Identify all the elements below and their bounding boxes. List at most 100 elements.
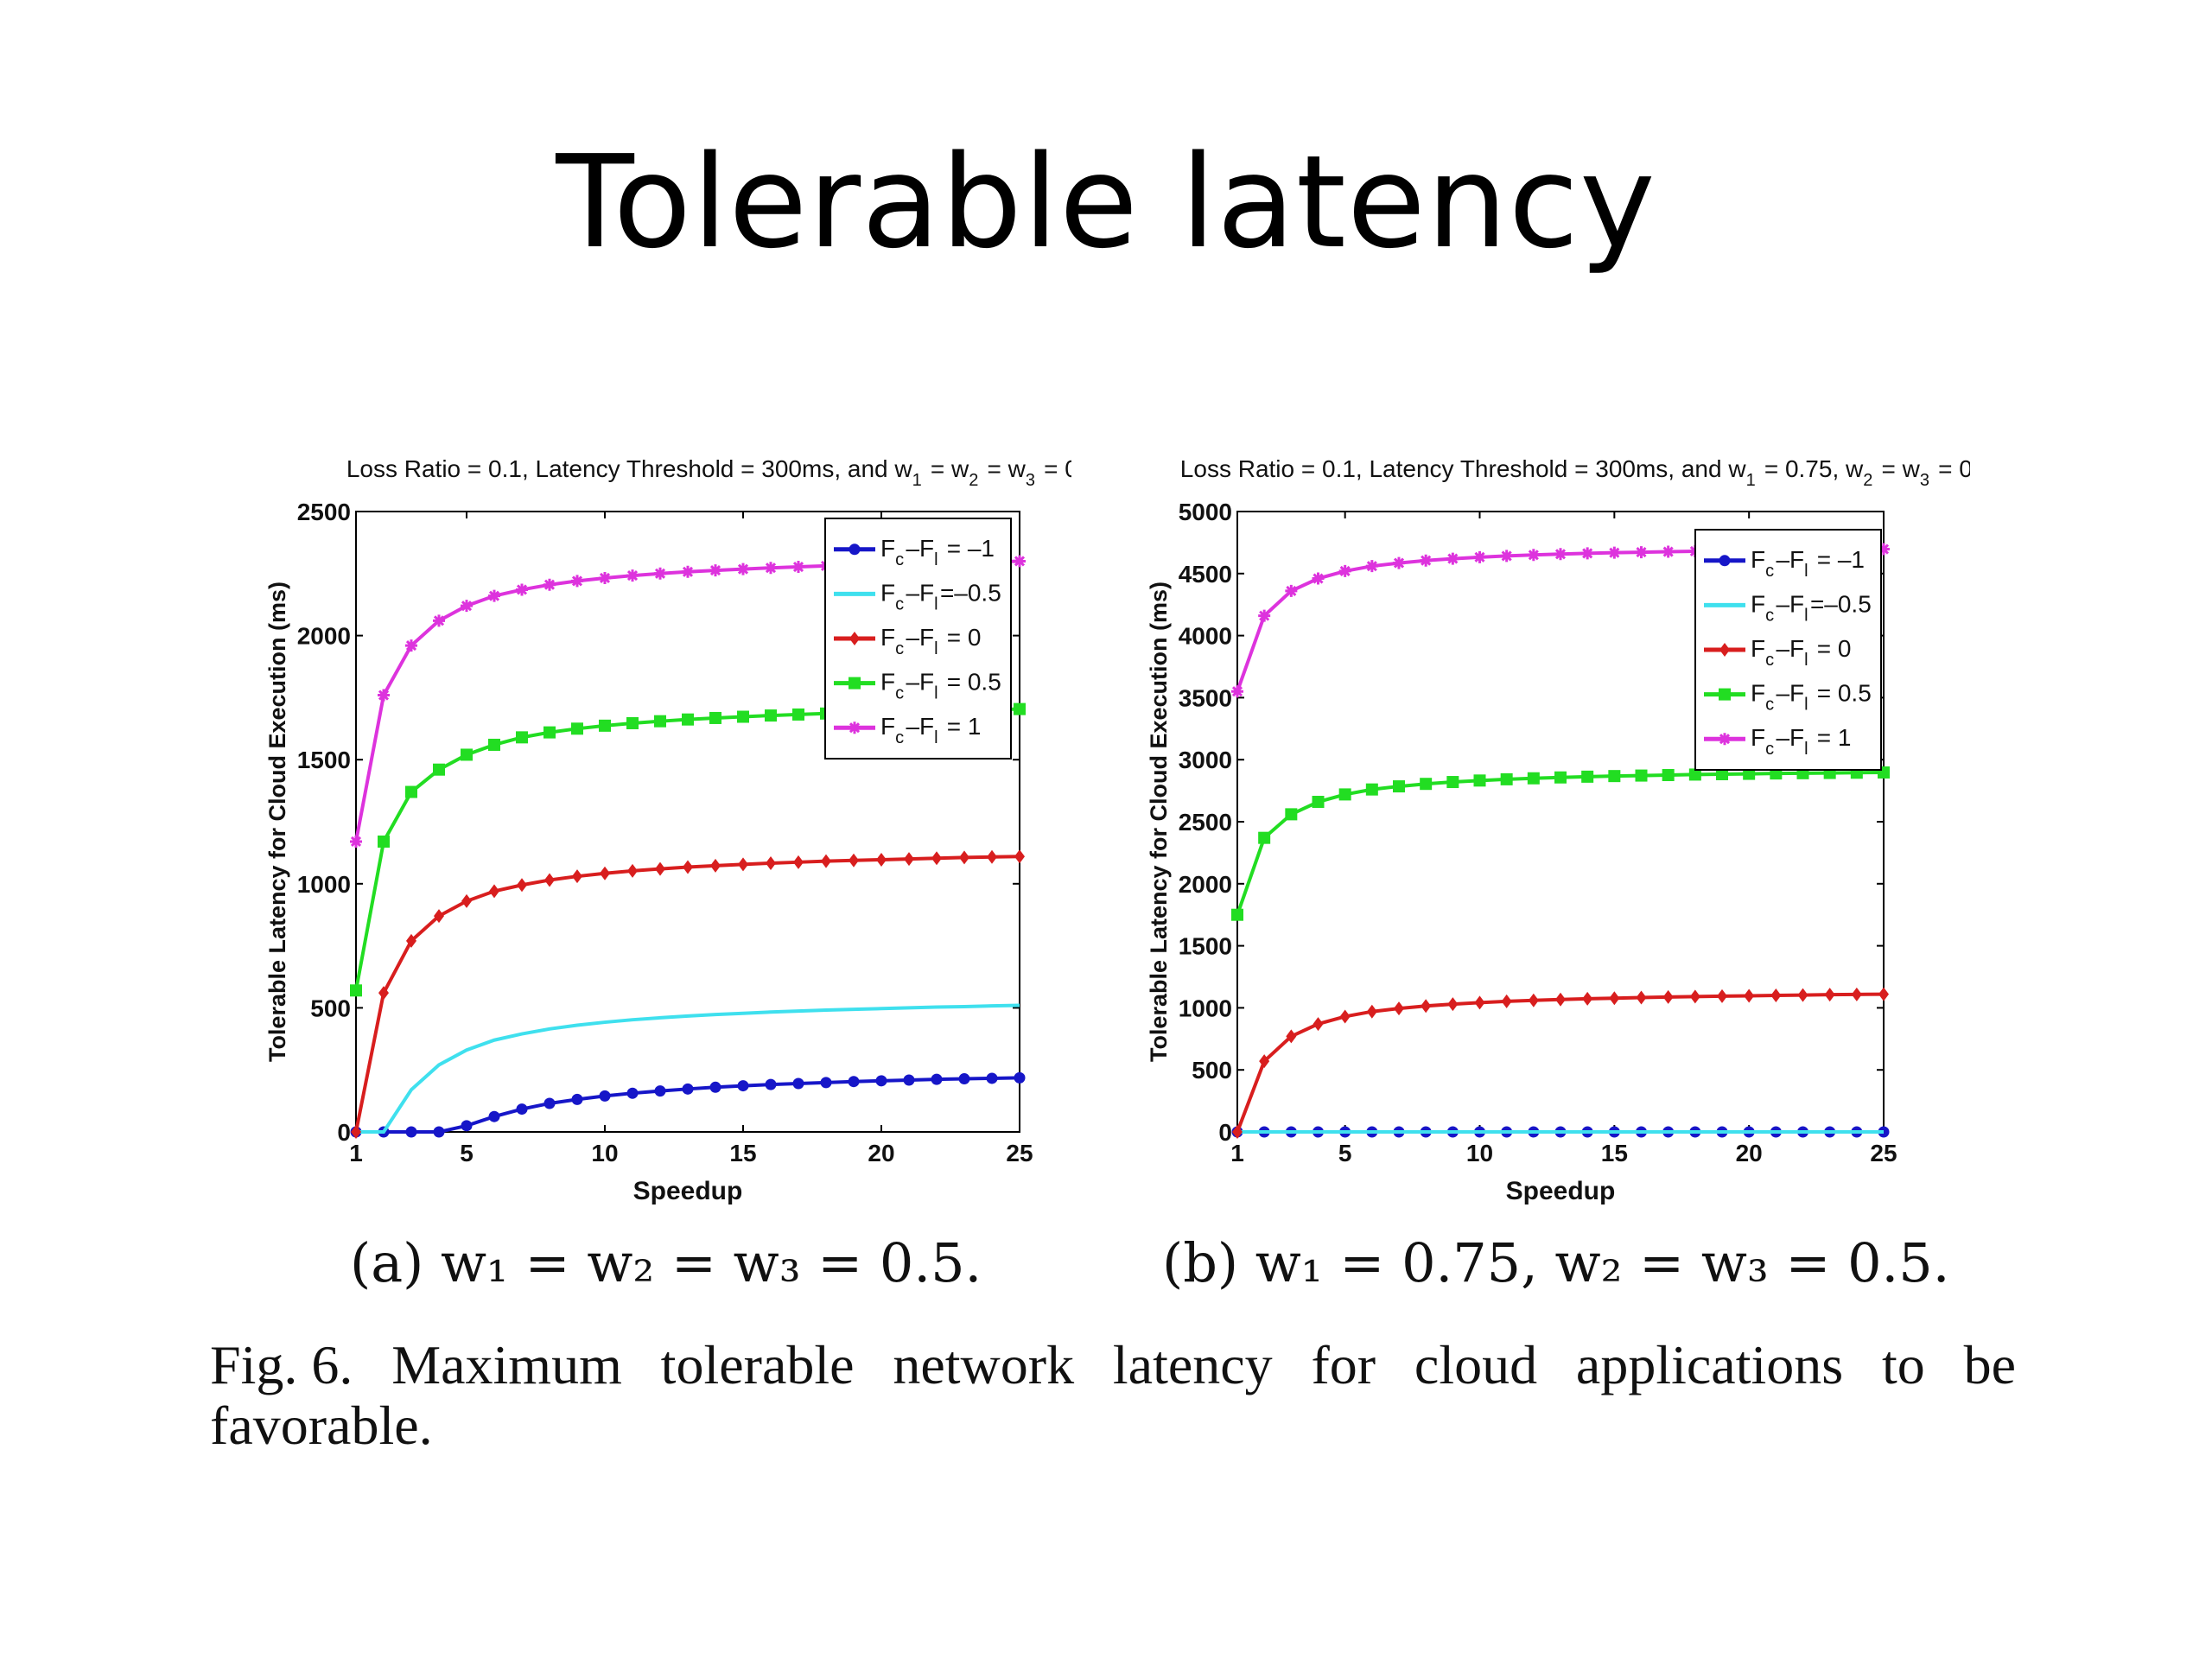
marker-star — [461, 600, 473, 613]
y-tick-label: 500 — [1192, 1057, 1232, 1084]
caption-word: to — [1881, 1334, 1925, 1395]
marker-square — [378, 835, 390, 848]
marker-square — [1719, 688, 1731, 701]
marker-diamond — [351, 1125, 361, 1139]
caption-word: applications — [1575, 1334, 1844, 1395]
marker-star — [1338, 564, 1351, 577]
marker-diamond — [600, 866, 610, 880]
marker-circle — [405, 1126, 417, 1138]
subcaption-b: (b) w₁ = 0.75, w₂ = w₃ = 0.5. — [1162, 1231, 1950, 1294]
x-tick-label: 25 — [1006, 1140, 1033, 1166]
marker-star — [709, 564, 721, 577]
marker-diamond — [1474, 995, 1485, 1010]
marker-circle — [571, 1093, 583, 1105]
y-axis-label: Tolerable Latency for Cloud Execution (m… — [1146, 582, 1172, 1062]
y-tick-label: 2000 — [297, 623, 351, 650]
caption-word: network — [893, 1334, 1075, 1395]
marker-circle — [433, 1126, 445, 1138]
marker-square — [1743, 767, 1756, 780]
marker-star — [1365, 560, 1378, 573]
series-line — [1236, 992, 1885, 1133]
marker-star — [1500, 550, 1513, 563]
slide-title: Tolerable latency — [556, 128, 1656, 276]
marker-diamond — [1501, 994, 1512, 1008]
marker-diamond — [1528, 993, 1539, 1007]
marker-square — [350, 984, 362, 997]
marker-diamond — [1689, 989, 1700, 1004]
marker-square — [626, 716, 639, 729]
marker-star — [849, 721, 861, 734]
legend-entry: Fc –Fl = 0.5 — [880, 669, 1001, 703]
y-tick-label: 500 — [310, 995, 351, 1021]
legend-entry: Fc –Fl =–0.5 — [880, 579, 1001, 613]
marker-square — [599, 719, 611, 732]
marker-star — [1662, 545, 1675, 558]
marker-diamond — [1447, 997, 1459, 1012]
marker-diamond — [1421, 999, 1432, 1014]
legend-entry: Fc –Fl = 1 — [880, 713, 981, 747]
caption-word: cloud — [1414, 1334, 1538, 1395]
marker-circle — [986, 1072, 998, 1084]
marker-square — [461, 748, 473, 761]
marker-diamond — [821, 854, 831, 868]
marker-circle — [931, 1073, 943, 1085]
marker-diamond — [931, 851, 942, 866]
marker-diamond — [378, 986, 389, 1001]
marker-diamond — [517, 878, 527, 893]
x-tick-label: 10 — [1466, 1140, 1493, 1166]
figure-caption: Fig. 6. Maximum tolerable network latenc… — [210, 1335, 2016, 1456]
marker-square — [654, 715, 666, 728]
y-tick-label: 1500 — [1179, 933, 1232, 960]
marker-star — [654, 567, 666, 580]
marker-star — [516, 583, 528, 596]
legend-entry: Fc –Fl = 1 — [1751, 724, 1851, 759]
marker-diamond — [1717, 988, 1727, 1003]
legend-entry: Fc –Fl = 0 — [880, 624, 981, 658]
marker-circle — [903, 1074, 915, 1086]
marker-circle — [599, 1090, 611, 1102]
legend-entry: Fc –Fl =–0.5 — [1751, 590, 1872, 625]
chart-title: Loss Ratio = 0.1, Latency Threshold = 30… — [1180, 455, 1970, 490]
marker-star — [1635, 546, 1648, 559]
marker-star — [792, 561, 804, 574]
marker-square — [1500, 772, 1513, 785]
marker-diamond — [1582, 991, 1593, 1006]
marker-diamond — [1259, 1054, 1270, 1069]
marker-square — [1473, 774, 1486, 787]
marker-star — [571, 575, 583, 588]
y-tick-label: 2500 — [297, 499, 351, 525]
y-tick-label: 0 — [337, 1119, 351, 1146]
y-tick-label: 1000 — [297, 871, 351, 898]
series-line — [1236, 770, 1885, 916]
marker-star — [1878, 543, 1890, 556]
x-axis-label: Speedup — [1506, 1177, 1616, 1205]
x-tick-label: 5 — [1338, 1140, 1352, 1166]
marker-diamond — [1824, 988, 1835, 1002]
marker-diamond — [406, 933, 416, 948]
y-tick-label: 2500 — [1179, 809, 1232, 836]
marker-star — [378, 689, 390, 702]
subcaption-a: (a) w₁ = w₂ = w₃ = 0.5. — [350, 1231, 982, 1294]
marker-diamond — [683, 860, 693, 874]
legend-entry: Fc –Fl = 0 — [1751, 635, 1851, 670]
marker-star — [1285, 584, 1298, 597]
y-tick-label: 1500 — [297, 747, 351, 773]
marker-circle — [709, 1081, 721, 1093]
marker-square — [1285, 808, 1298, 821]
marker-star — [599, 571, 611, 584]
x-tick-label: 15 — [1601, 1140, 1628, 1166]
x-tick-label: 20 — [868, 1140, 894, 1166]
marker-diamond — [1339, 1009, 1351, 1024]
marker-square — [1662, 769, 1675, 782]
marker-square — [849, 677, 861, 690]
marker-square — [1420, 778, 1433, 791]
marker-star — [1014, 555, 1026, 568]
marker-square — [765, 709, 777, 722]
marker-circle — [958, 1073, 970, 1085]
marker-star — [1420, 554, 1433, 567]
marker-diamond — [710, 858, 721, 873]
legend-entry: Fc –Fl = 0.5 — [1751, 680, 1872, 715]
marker-star — [1446, 552, 1459, 565]
marker-square — [1365, 783, 1378, 796]
marker-circle — [848, 1076, 860, 1088]
